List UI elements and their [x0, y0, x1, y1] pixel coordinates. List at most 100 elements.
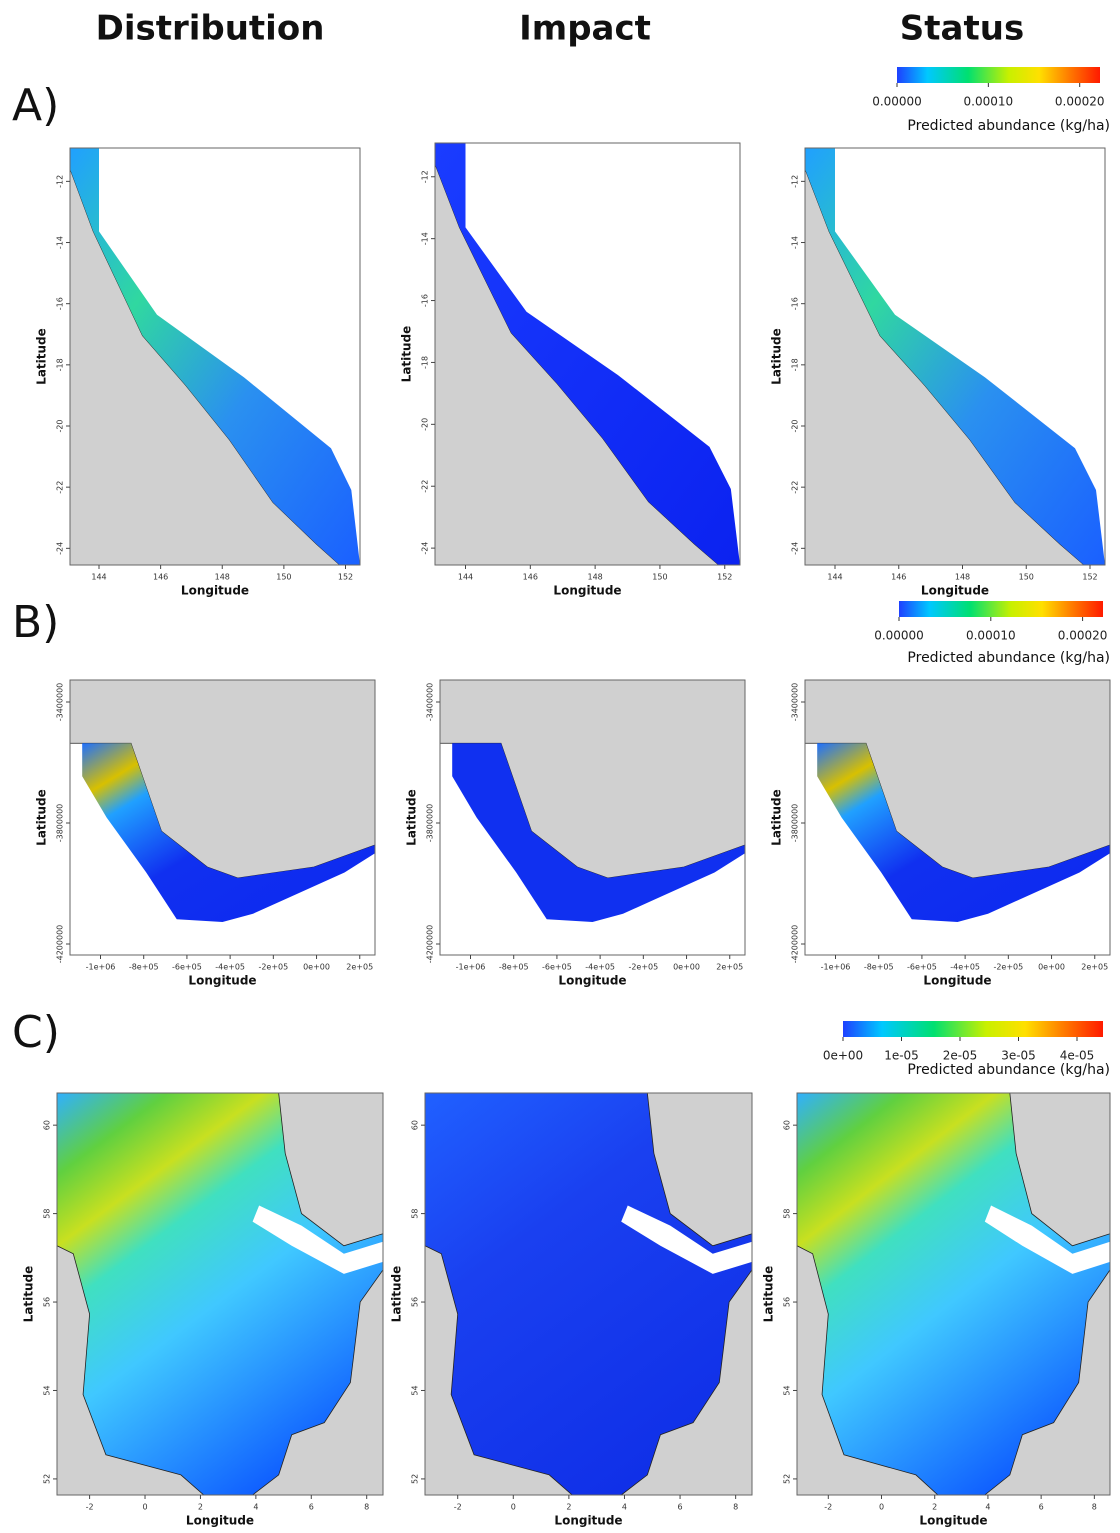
y-tick-label: -3400000 [56, 683, 65, 722]
sea-area [70, 148, 360, 565]
x-tick-label: 152 [1082, 573, 1097, 582]
colorbar-caption: Predicted abundance (kg/ha) [907, 118, 1110, 134]
y-tick-label: -14 [56, 236, 65, 249]
x-tick-label: -2e+05 [628, 963, 658, 972]
row-label: A) [12, 80, 59, 131]
y-tick-label: -18 [56, 358, 65, 371]
y-tick-label: -16 [421, 294, 430, 307]
row-label: C) [12, 1007, 60, 1058]
y-tick-label: -12 [421, 170, 430, 183]
x-tick-label: 0 [511, 1503, 516, 1512]
map-frame [804, 147, 1106, 566]
colorbar-tick-label: 2e-05 [943, 1049, 978, 1063]
map-panel: 144 146 148 150 152 -12 -14 -16 -18 -20 -22 -24 Long… [400, 143, 741, 598]
x-axis-label: Longitude [923, 974, 991, 988]
x-tick-label: 6 [1039, 1503, 1044, 1512]
y-tick-label: 60 [783, 1120, 792, 1130]
map-frame [69, 679, 376, 956]
x-axis-label: Longitude [188, 974, 256, 988]
x-tick-label: 150 [652, 573, 667, 582]
y-axis-label: Latitude [390, 1266, 404, 1323]
y-axis-label: Latitude [35, 789, 49, 846]
map-panel: -2 0 2 4 6 8 60 58 56 54 52 Longitude Latitude [22, 1093, 384, 1528]
y-tick-label: -24 [421, 542, 430, 555]
y-axis-label: Latitude [405, 789, 419, 846]
colorbar [843, 1021, 1103, 1037]
colorbar-tick-label: 1e-05 [884, 1049, 919, 1063]
map-panel: -1e+06 -8e+05 -6e+05 -4e+05 -2e+05 0e+00 2e+05… [770, 680, 1111, 988]
x-axis-label: Longitude [553, 584, 621, 598]
map-frame [424, 1092, 753, 1496]
x-tick-label: -4e+05 [950, 963, 980, 972]
column-header: Distribution [96, 9, 325, 49]
map-shapes [57, 1093, 383, 1495]
y-tick-label: -3800000 [56, 804, 65, 843]
y-tick-label: -12 [791, 175, 800, 188]
x-tick-label: 2e+05 [1081, 963, 1108, 972]
x-tick-label: -2 [824, 1503, 832, 1512]
x-tick-label: -1e+06 [456, 963, 486, 972]
x-tick-label: -2e+05 [258, 963, 288, 972]
x-tick-label: 2 [932, 1503, 937, 1512]
y-tick-label: 60 [411, 1120, 420, 1130]
x-tick-label: 8 [364, 1503, 369, 1512]
land-area [252, 1205, 383, 1274]
y-tick-label: -22 [56, 481, 65, 494]
x-tick-label: 4 [985, 1503, 990, 1512]
colorbar-tick-label: 0.00020 [1058, 629, 1108, 643]
y-axis-label: Latitude [770, 328, 784, 385]
x-tick-label: 146 [523, 573, 538, 582]
x-tick-label: 148 [215, 573, 230, 582]
map-panel: -1e+06 -8e+05 -6e+05 -4e+05 -2e+05 0e+00 2e+05… [405, 680, 746, 988]
row-label: B) [12, 597, 59, 648]
x-tick-label: 152 [338, 573, 353, 582]
y-tick-label: -16 [791, 297, 800, 310]
land-area [621, 1205, 752, 1274]
x-tick-label: -6e+05 [542, 963, 572, 972]
colorbar-tick-label: 0.00020 [1055, 95, 1105, 109]
x-tick-label: 6 [678, 1503, 683, 1512]
x-tick-label: 2e+05 [346, 963, 373, 972]
column-header: Impact [519, 9, 651, 49]
colorbar-tick-label: 0.00000 [874, 629, 924, 643]
x-tick-label: -6e+05 [907, 963, 937, 972]
map-panel: 144 146 148 150 152 -12 -14 -16 -18 -20 -22 -24 Long… [35, 148, 361, 598]
x-tick-label: 8 [1092, 1503, 1097, 1512]
x-axis-label: Longitude [186, 1514, 254, 1528]
x-tick-label: 146 [153, 573, 168, 582]
x-tick-label: -6e+05 [172, 963, 202, 972]
x-axis-label: Longitude [919, 1514, 987, 1528]
y-tick-label: -20 [56, 419, 65, 432]
x-tick-label: 0 [142, 1503, 147, 1512]
y-tick-label: 56 [411, 1297, 420, 1307]
y-tick-label: 52 [411, 1474, 420, 1484]
y-tick-label: -4200000 [791, 925, 800, 964]
x-tick-label: 0e+00 [673, 963, 700, 972]
colorbar-tick-label: 0.00010 [964, 95, 1014, 109]
y-tick-label: 58 [411, 1209, 420, 1219]
y-tick-label: -14 [791, 236, 800, 249]
x-tick-label: -2 [86, 1503, 94, 1512]
y-tick-label: 54 [783, 1385, 792, 1395]
y-tick-label: -14 [421, 232, 430, 245]
x-tick-label: -2 [454, 1503, 462, 1512]
y-tick-label: -12 [56, 175, 65, 188]
x-tick-label: 144 [458, 573, 473, 582]
y-axis-label: Latitude [35, 328, 49, 385]
y-tick-label: -16 [56, 297, 65, 310]
x-tick-label: -4e+05 [215, 963, 245, 972]
x-tick-label: -8e+05 [864, 963, 894, 972]
x-tick-label: 6 [309, 1503, 314, 1512]
x-tick-label: 144 [91, 573, 106, 582]
y-axis-label: Latitude [762, 1266, 776, 1323]
x-tick-label: -8e+05 [499, 963, 529, 972]
y-tick-label: 60 [43, 1120, 52, 1130]
x-tick-label: 150 [1019, 573, 1034, 582]
map-shapes [425, 1093, 752, 1495]
x-tick-label: 4 [622, 1503, 627, 1512]
x-tick-label: 2 [566, 1503, 571, 1512]
x-axis-label: Longitude [181, 584, 249, 598]
colorbar-tick-label: 0e+00 [823, 1049, 863, 1063]
x-tick-label: 148 [955, 573, 970, 582]
y-tick-label: -3400000 [426, 683, 435, 722]
